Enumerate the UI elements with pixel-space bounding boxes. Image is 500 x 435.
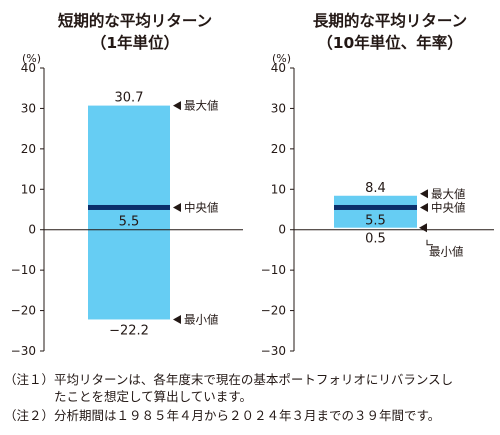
y-tick-label: −20	[11, 304, 36, 318]
median-marker-label: 中央値	[184, 200, 219, 214]
max-arrow-icon	[420, 189, 428, 199]
min-leader-line	[426, 239, 433, 246]
y-tick-label: 0	[278, 223, 286, 237]
chart-subtitle: （1年単位）	[91, 33, 179, 52]
chart-title: 長期的な平均リターン	[313, 11, 467, 30]
y-tick-label: 0	[28, 223, 36, 237]
y-tick-label: 10	[271, 182, 286, 196]
max-marker-label: 最大値	[184, 99, 219, 113]
note-2: （注２）分析期間は１９８５年４月から２０２４年３月までの３９年間です。	[4, 408, 441, 423]
max-value-label: 8.4	[365, 181, 386, 196]
median-arrow-icon	[173, 202, 181, 212]
y-tick-label: 10	[21, 182, 36, 196]
min-arrow-icon	[419, 223, 427, 233]
y-tick-label: −30	[11, 344, 36, 358]
range-bar	[88, 105, 170, 320]
y-tick-label: −20	[261, 304, 286, 318]
y-tick-label: 20	[21, 142, 36, 156]
y-tick-label: −10	[11, 263, 36, 277]
min-value-label: −22.2	[109, 323, 149, 338]
y-tick-label: 20	[271, 142, 286, 156]
min-value-label: 0.5	[365, 232, 386, 247]
median-arrow-icon	[420, 202, 428, 212]
median-line	[88, 204, 170, 210]
median-value-label: 5.5	[119, 214, 140, 229]
note-1: （注１）平均リターンは、各年度末で現在の基本ポートフォリオにリバランスし	[4, 372, 454, 387]
chart-panel-2: 長期的な平均リターン （10年単位、年率） (%) −30 −20 −10 0 10 20 30 4…	[261, 11, 494, 358]
note-1-continued: たことを想定して算出しています。	[4, 389, 253, 404]
range-bar	[334, 195, 417, 228]
min-marker-label: 最小値	[429, 245, 464, 259]
y-tick-label: 40	[271, 61, 286, 75]
y-tick-label: 30	[271, 101, 286, 115]
y-tick-label: −10	[261, 263, 286, 277]
max-arrow-icon	[173, 101, 181, 111]
median-marker-label: 中央値	[431, 200, 466, 214]
min-arrow-icon	[173, 314, 181, 324]
y-axis-unit: (%)	[22, 52, 41, 65]
max-value-label: 30.7	[115, 91, 144, 106]
max-marker-label: 最大値	[431, 187, 466, 201]
y-axis-unit: (%)	[272, 52, 291, 65]
chart-panel-1: 短期的な平均リターン （1年単位） (%) −30 −20 −10 0 10 20 30 40 30.…	[11, 11, 243, 358]
y-tick-label: −30	[261, 344, 286, 358]
y-tick-label: 30	[21, 101, 36, 115]
chart-subtitle: （10年単位、年率）	[317, 33, 463, 52]
y-tick-label: 40	[21, 61, 36, 75]
chart-title: 短期的な平均リターン	[58, 11, 212, 30]
min-marker-label: 最小値	[184, 312, 219, 326]
median-line	[334, 204, 417, 210]
median-value-label: 5.5	[365, 213, 386, 228]
